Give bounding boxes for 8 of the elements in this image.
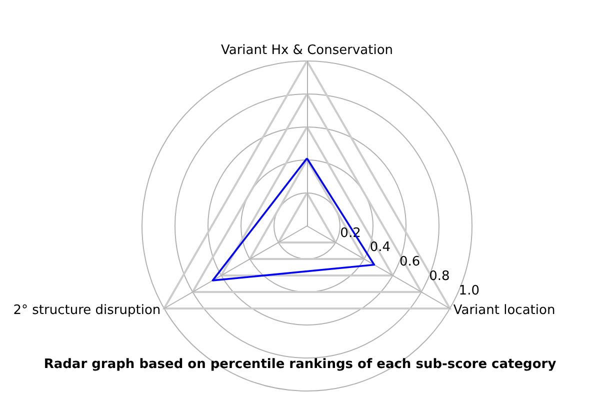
- y-tick-label: 0.8: [429, 269, 450, 284]
- text: Radar graph based on percentile rankings of each sub-score category: [44, 357, 557, 372]
- spoke-label: Variant location: [453, 303, 556, 318]
- y-tick-label: 0.4: [370, 240, 391, 256]
- spoke-label: Variant Hx & Conservation: [220, 43, 394, 58]
- y-tick-label: 1.0: [458, 284, 480, 299]
- y-tick-label: 0.6: [399, 254, 420, 270]
- spoke-label: 2° structure disruption: [13, 303, 161, 318]
